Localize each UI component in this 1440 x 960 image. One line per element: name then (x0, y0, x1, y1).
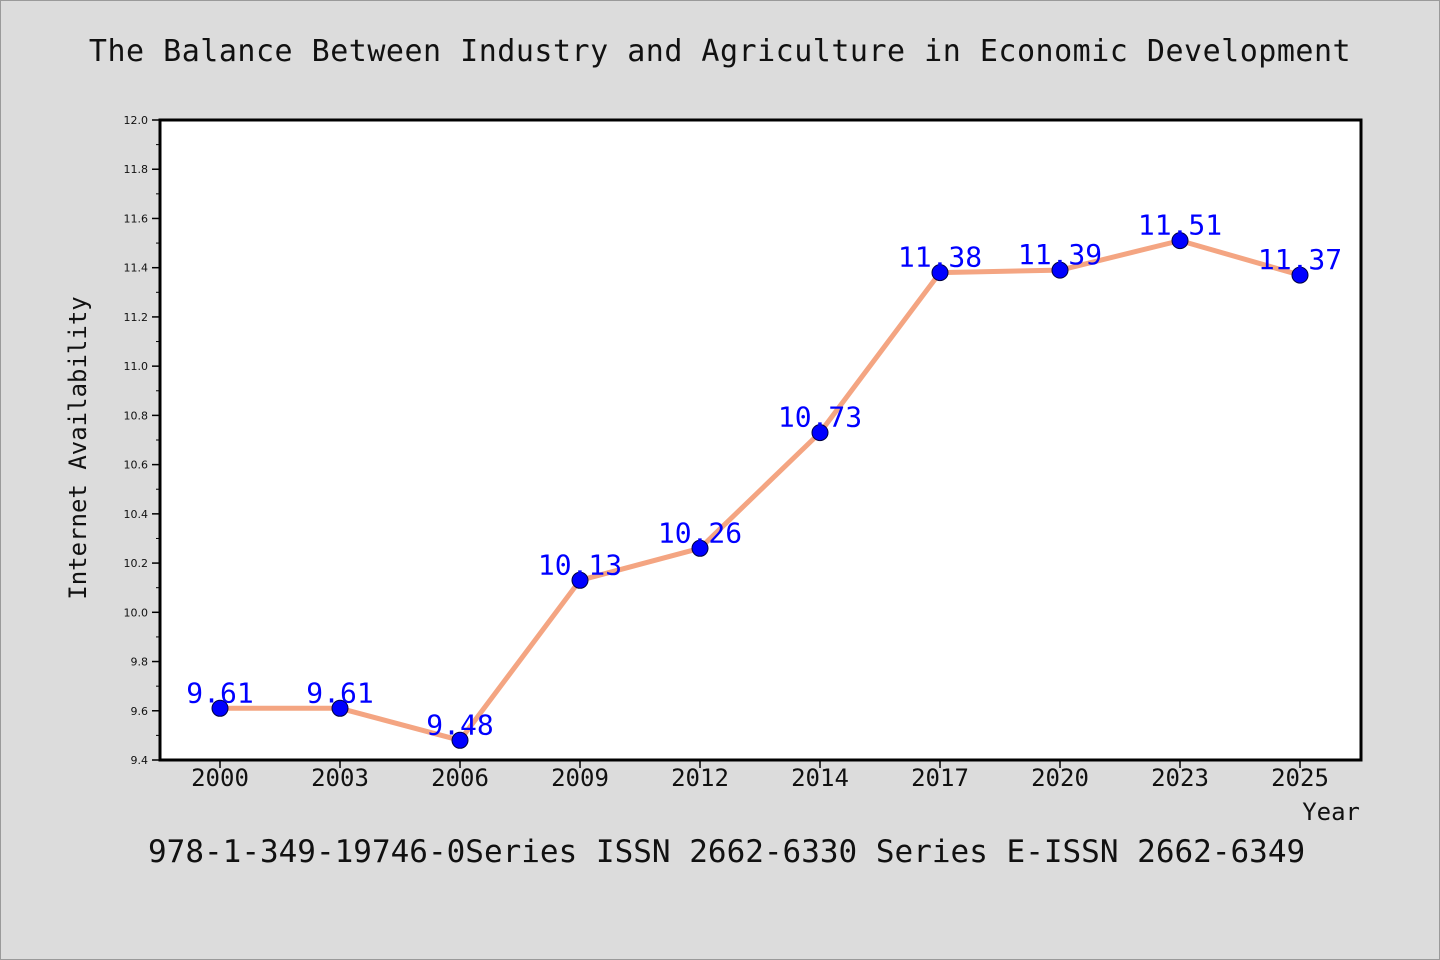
y-tick-label: 9.6 (131, 705, 149, 718)
data-point (571, 571, 589, 589)
y-tick-label: 9.4 (131, 754, 149, 767)
x-tick-label: 2009 (551, 764, 609, 792)
y-tick-label: 11.6 (124, 212, 149, 225)
data-point (1291, 266, 1309, 284)
data-label: 9.48 (426, 708, 493, 741)
x-tick-label: 2020 (1031, 764, 1089, 792)
data-label: 10.13 (538, 548, 622, 581)
y-tick-label: 10.4 (124, 508, 149, 521)
data-point (691, 539, 709, 557)
data-point (1171, 232, 1189, 250)
y-tick-label: 11.2 (124, 311, 149, 324)
y-tick-label: 11.8 (124, 163, 149, 176)
data-label: 11.38 (898, 241, 982, 274)
x-axis-label: Year (1302, 798, 1360, 826)
y-tick-label: 12.0 (124, 114, 149, 127)
data-label: 10.26 (658, 516, 742, 549)
data-point (1051, 261, 1069, 279)
x-tick-label: 2006 (431, 764, 489, 792)
data-point (811, 424, 829, 442)
data-point (451, 731, 469, 749)
data-label: 9.61 (186, 676, 253, 709)
plot-border (158, 118, 1363, 762)
data-point (331, 699, 349, 717)
x-tick-label: 2012 (671, 764, 729, 792)
data-label: 10.73 (778, 401, 862, 434)
data-point (931, 264, 949, 282)
x-tick-label: 2000 (191, 764, 249, 792)
plot-area (160, 120, 1361, 760)
x-tick-label: 2003 (311, 764, 369, 792)
y-tick-label: 10.0 (124, 606, 149, 619)
x-tick-label: 2025 (1271, 764, 1329, 792)
x-axis: 2000 2003 2006 2009 2012 2014 2017 2020 2023 2025 (191, 760, 1329, 792)
x-tick-label: 2017 (911, 764, 969, 792)
data-label: 11.39 (1018, 238, 1102, 271)
y-axis: 9.4 9.6 9.8 10.0 10.2 10.4 10.6 10.8 11.0 11.2 11.… (124, 114, 160, 767)
data-point (211, 699, 229, 717)
y-tick-label: 9.8 (131, 656, 149, 669)
data-label: 9.61 (306, 676, 373, 709)
x-tick-label: 2014 (791, 764, 849, 792)
y-tick-label: 11.4 (124, 262, 149, 275)
y-tick-label: 10.8 (124, 409, 149, 422)
data-label: 11.37 (1258, 243, 1342, 276)
data-label: 11.51 (1138, 209, 1222, 242)
y-tick-label: 10.6 (124, 459, 149, 472)
footer-note: 978-1-349-19746-0Series ISSN 2662-6330 S… (148, 834, 1306, 870)
data-markers (211, 232, 1309, 749)
y-tick-label: 11.0 (124, 360, 149, 373)
x-tick-label: 2023 (1151, 764, 1209, 792)
series-line (220, 238, 1301, 743)
y-tick-label: 10.2 (124, 557, 149, 570)
chart-title: The Balance Between Industry and Agricul… (88, 34, 1352, 69)
data-labels: 9.61 9.61 9.48 10.13 10.26 10.73 11.38 11.39 11.… (186, 209, 1342, 742)
